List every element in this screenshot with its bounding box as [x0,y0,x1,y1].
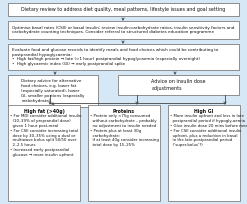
Bar [8,44,239,70]
Text: Advice on insulin dose
adjustments: Advice on insulin dose adjustments [151,79,206,91]
Text: Evaluate food and glucose records to identify meals and food choices which could: Evaluate food and glucose records to ide… [12,48,218,66]
Bar [8,3,239,16]
Bar [8,75,98,107]
Text: High GI: High GI [194,109,214,114]
Text: Dietary review to address diet quality, meal patterns, lifestyle issues and goal: Dietary review to address diet quality, … [21,7,226,12]
Text: • More insulin upfront and less in late
  postprandial period if hypogly-aemia
•: • More insulin upfront and less in late … [170,114,247,147]
Bar [168,105,240,201]
Bar [118,75,239,95]
Text: Optimise basal rates (CSII) or basal insulin; review insulin:carbohydrate ratios: Optimise basal rates (CSII) or basal ins… [12,26,235,34]
Text: • Protein only <75g consumed
  without carbohydrate – probably
  no adjustment t: • Protein only <75g consumed without car… [90,114,159,147]
Text: Proteins: Proteins [113,109,135,114]
Text: Dietary advice for alternative
food choices, e.g. lower fat
(especially saturate: Dietary advice for alternative food choi… [21,79,85,103]
Text: High fat (>40g): High fat (>40g) [23,109,64,114]
Bar [8,21,239,39]
Text: • For MDI consider additional insulin
  (10–39% of preprandial dose)
  given 1 h: • For MDI consider additional insulin (1… [10,114,82,157]
Bar [88,105,160,201]
Bar [8,105,80,201]
